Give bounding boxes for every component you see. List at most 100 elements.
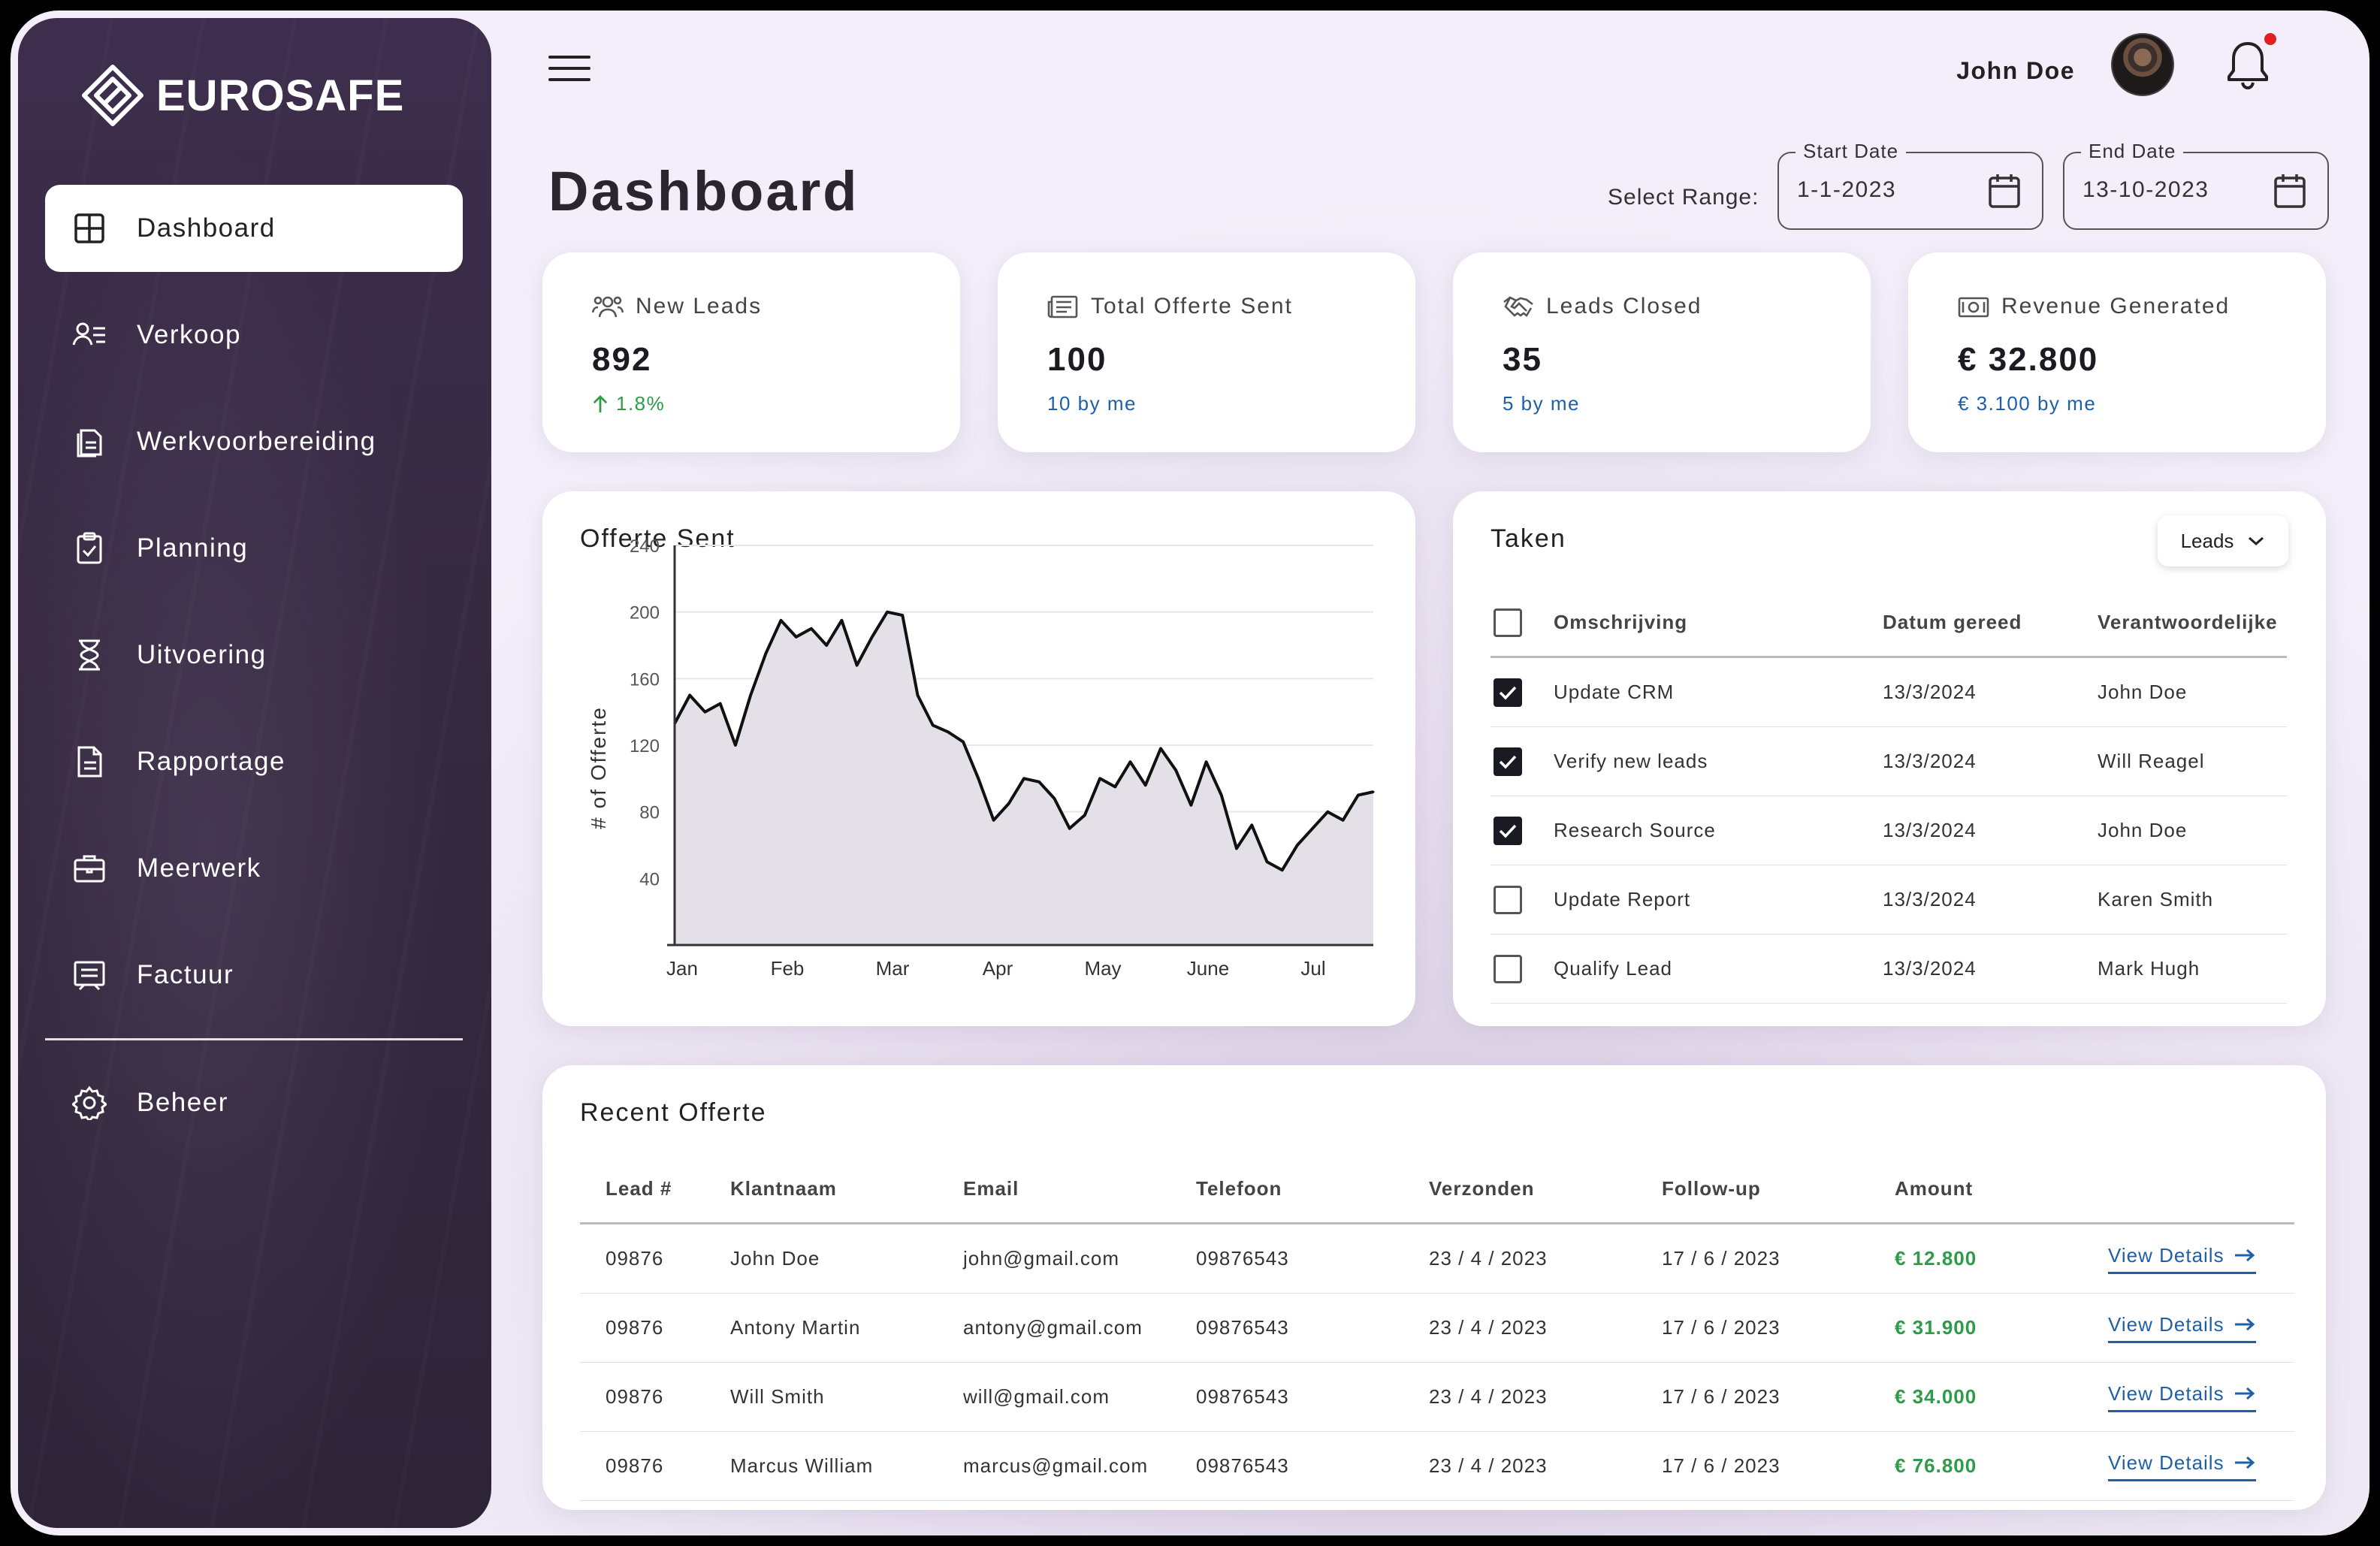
cell-amount: € 31.900 — [1895, 1316, 1977, 1339]
end-date-legend: End Date — [2081, 140, 2184, 163]
sidebar-item-label: Factuur — [137, 960, 234, 989]
data-point — [1083, 814, 1086, 817]
column-header[interactable]: Follow-up — [1662, 1177, 1761, 1200]
cell-name: Will Smith — [730, 1385, 825, 1408]
sidebar-item-uitvoering[interactable]: Uitvoering — [45, 611, 463, 699]
table-row: 09876 Antony Martin antony@gmail.com 098765… — [580, 1294, 2294, 1363]
cell-phone: 09876543 — [1196, 1247, 1289, 1270]
cell-phone: 09876543 — [1196, 1454, 1289, 1477]
sidebar-item-verkoop[interactable]: Verkoop — [45, 291, 463, 379]
data-point — [1281, 868, 1284, 871]
stat-label: New Leads — [592, 293, 762, 320]
stat-sub-text: € 3.100 by me — [1958, 392, 2097, 415]
task-checkbox[interactable] — [1494, 885, 1522, 914]
task-row[interactable]: Verify new leads 13/3/2024 Will Reagel — [1491, 727, 2287, 796]
sidebar-item-label: Meerwerk — [137, 853, 261, 883]
menu-toggle-button[interactable] — [548, 56, 590, 89]
calendar-icon[interactable] — [1988, 173, 2021, 209]
data-point — [1357, 794, 1360, 796]
data-point — [871, 636, 874, 639]
data-point — [977, 777, 980, 780]
sidebar-item-factuur[interactable]: Factuur — [45, 932, 463, 1019]
brand-logo[interactable]: EUROSAFE — [80, 62, 404, 129]
end-date-field[interactable]: End Date 13-10-2023 — [2063, 140, 2329, 230]
view-details-link[interactable]: View Details — [2108, 1313, 2256, 1343]
cell-amount: € 34.000 — [1895, 1385, 1977, 1408]
task-checkbox[interactable] — [1494, 954, 1522, 983]
view-details-label: View Details — [2108, 1451, 2224, 1474]
select-all-checkbox[interactable] — [1494, 608, 1522, 637]
x-tick-label: Mar — [876, 957, 910, 980]
view-details-link[interactable]: View Details — [2108, 1244, 2256, 1274]
cell-lead: 09876 — [606, 1454, 664, 1477]
sidebar-item-dashboard[interactable]: Dashboard — [45, 185, 463, 272]
task-checkbox[interactable] — [1494, 747, 1522, 776]
app-window: EUROSAFE Dashboard Verkoop Werkvoorberei… — [11, 11, 2369, 1535]
column-header[interactable]: Verantwoordelijke — [2098, 611, 2278, 633]
sidebar-item-meerwerk[interactable]: Meerwerk — [45, 825, 463, 912]
handshake-icon — [1503, 296, 1533, 317]
column-header[interactable]: Email — [963, 1177, 1019, 1200]
user-name[interactable]: John Doe — [1956, 57, 2075, 84]
task-checkbox[interactable] — [1494, 816, 1522, 845]
arrow-right-icon — [2234, 1387, 2255, 1400]
checkmark-icon — [1499, 686, 1517, 700]
stat-label-text: Revenue Generated — [2001, 294, 2230, 319]
data-point — [1220, 794, 1223, 796]
stat-value: 892 — [592, 341, 652, 378]
data-point — [1053, 797, 1056, 800]
sidebar-item-rapportage[interactable]: Rapportage — [45, 718, 463, 805]
column-header[interactable]: Omschrijving — [1554, 611, 1688, 633]
column-header[interactable]: Telefoon — [1196, 1177, 1282, 1200]
cell-sent: 23 / 4 / 2023 — [1429, 1385, 1548, 1408]
task-row[interactable]: Update CRM 13/3/2024 John Doe — [1491, 658, 2287, 727]
briefcase-icon — [71, 850, 108, 887]
x-tick-label: Jan — [666, 957, 698, 980]
task-desc: Research Source — [1554, 819, 1716, 841]
report-icon — [71, 743, 108, 781]
column-header[interactable]: Datum gereed — [1883, 611, 2022, 633]
data-point — [856, 664, 859, 667]
start-date-field[interactable]: Start Date 1-1-2023 — [1777, 140, 2043, 230]
dropdown-value: Leads — [2180, 529, 2234, 552]
task-row[interactable]: Research Source 13/3/2024 John Doe — [1491, 796, 2287, 865]
data-point — [1372, 790, 1375, 793]
avatar[interactable] — [2111, 33, 2174, 96]
view-details-link[interactable]: View Details — [2108, 1451, 2256, 1481]
end-date-value: 13-10-2023 — [2082, 177, 2209, 202]
column-header[interactable]: Lead # — [606, 1177, 672, 1200]
column-header[interactable]: Klantnaam — [730, 1177, 837, 1200]
y-tick-label: 80 — [639, 803, 660, 823]
task-owner: Mark Hugh — [2098, 957, 2200, 980]
cell-follow: 17 / 6 / 2023 — [1662, 1385, 1780, 1408]
data-point — [1068, 827, 1071, 830]
notification-bell-icon[interactable] — [2224, 39, 2272, 90]
view-details-link[interactable]: View Details — [2108, 1382, 2256, 1412]
stat-value: 100 — [1047, 341, 1107, 378]
sidebar-item-label: Uitvoering — [137, 640, 267, 669]
sidebar-item-label: Planning — [137, 533, 249, 563]
data-point — [795, 636, 798, 639]
tasks-filter-dropdown[interactable]: Leads — [2158, 515, 2288, 566]
sidebar-item-beheer[interactable]: Beheer — [45, 1059, 463, 1146]
column-header[interactable]: Amount — [1895, 1177, 1974, 1200]
stat-label: Leads Closed — [1503, 293, 1702, 320]
x-tick-label: Feb — [771, 957, 805, 980]
calendar-icon[interactable] — [2273, 173, 2306, 209]
cell-lead: 09876 — [606, 1247, 664, 1270]
data-point — [992, 819, 995, 822]
cell-amount: € 12.800 — [1895, 1247, 1977, 1270]
stat-label: Revenue Generated — [1958, 293, 2230, 320]
sidebar-item-planning[interactable]: Planning — [45, 505, 463, 592]
x-tick-label: Apr — [983, 957, 1013, 980]
task-checkbox[interactable] — [1494, 678, 1522, 707]
data-point — [1144, 784, 1147, 787]
stat-sub-text: 1.8% — [616, 392, 666, 415]
task-row[interactable]: Update Report 13/3/2024 Karen Smith — [1491, 865, 2287, 935]
y-tick-label: 200 — [630, 603, 660, 624]
sidebar-item-werkvoorbereiding[interactable]: Werkvoorbereiding — [45, 398, 463, 485]
x-tick-label: May — [1084, 957, 1121, 980]
task-date: 13/3/2024 — [1883, 750, 1977, 772]
column-header[interactable]: Verzonden — [1429, 1177, 1535, 1200]
task-row[interactable]: Qualify Lead 13/3/2024 Mark Hugh — [1491, 935, 2287, 1004]
